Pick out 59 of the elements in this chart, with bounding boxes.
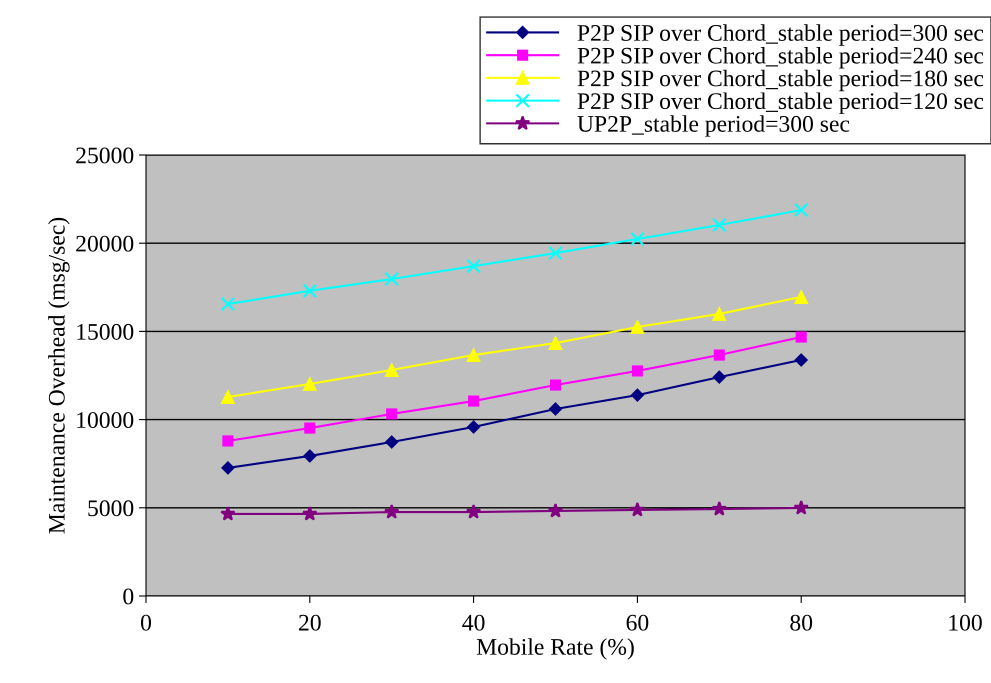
point [712,218,727,232]
x-tick-label: 0 [140,614,152,631]
point [385,435,398,449]
point [384,363,399,377]
point [630,502,646,517]
point [548,246,563,260]
point [712,370,726,384]
point [302,284,318,298]
x-tick-label: 80 [790,614,812,631]
point [220,390,235,404]
y-tick-label: 5000 [88,500,134,516]
x-tick-label: 20 [299,614,321,631]
point [548,502,564,518]
x-tick-label: 40 [462,614,485,631]
point [384,504,400,519]
legend-label: P2P SIP over Chord_stable period=120 sec [578,92,984,114]
point [550,379,562,391]
point [222,435,234,446]
point [794,353,808,367]
point [630,320,644,334]
point [220,506,236,521]
point [466,504,482,519]
point [794,290,808,304]
legend-label: UP2P_stable period=300 sec [577,115,850,137]
point [304,422,316,434]
legend-label: P2P SIP over Chord_stable period=180 sec [578,70,984,92]
y-tick-label: 20000 [76,236,134,252]
point [303,449,316,463]
point [386,408,398,420]
point [302,377,317,391]
y-tick-label: 25000 [76,147,134,164]
point [632,365,643,376]
point [712,306,726,321]
point [302,506,318,521]
point [714,349,725,361]
legend-label: P2P SIP over Chord_stable period=300 sec [578,24,984,46]
point [548,336,562,350]
point [630,388,644,402]
y-tick-label: 0 [123,588,134,604]
point [796,331,807,343]
legend-label: P2P SIP over Chord_stable period=240 sec [578,47,984,68]
point [712,501,727,516]
x-tick-label: 100 [949,614,982,631]
point [630,232,645,246]
y-axis-title: Maintenance Overhead (msg/sec) [48,218,70,534]
point [466,348,481,362]
x-axis-title: Mobile Rate (%) [476,638,634,660]
point [384,272,399,286]
point [794,500,809,515]
point [467,420,480,434]
point [466,258,481,274]
y-tick-label: 10000 [77,412,134,428]
x-tick-label: 60 [626,614,648,631]
point [548,402,562,416]
point [468,396,480,407]
y-tick-label: 15000 [77,324,134,340]
point [794,202,808,218]
point [221,461,234,475]
point [220,296,236,312]
